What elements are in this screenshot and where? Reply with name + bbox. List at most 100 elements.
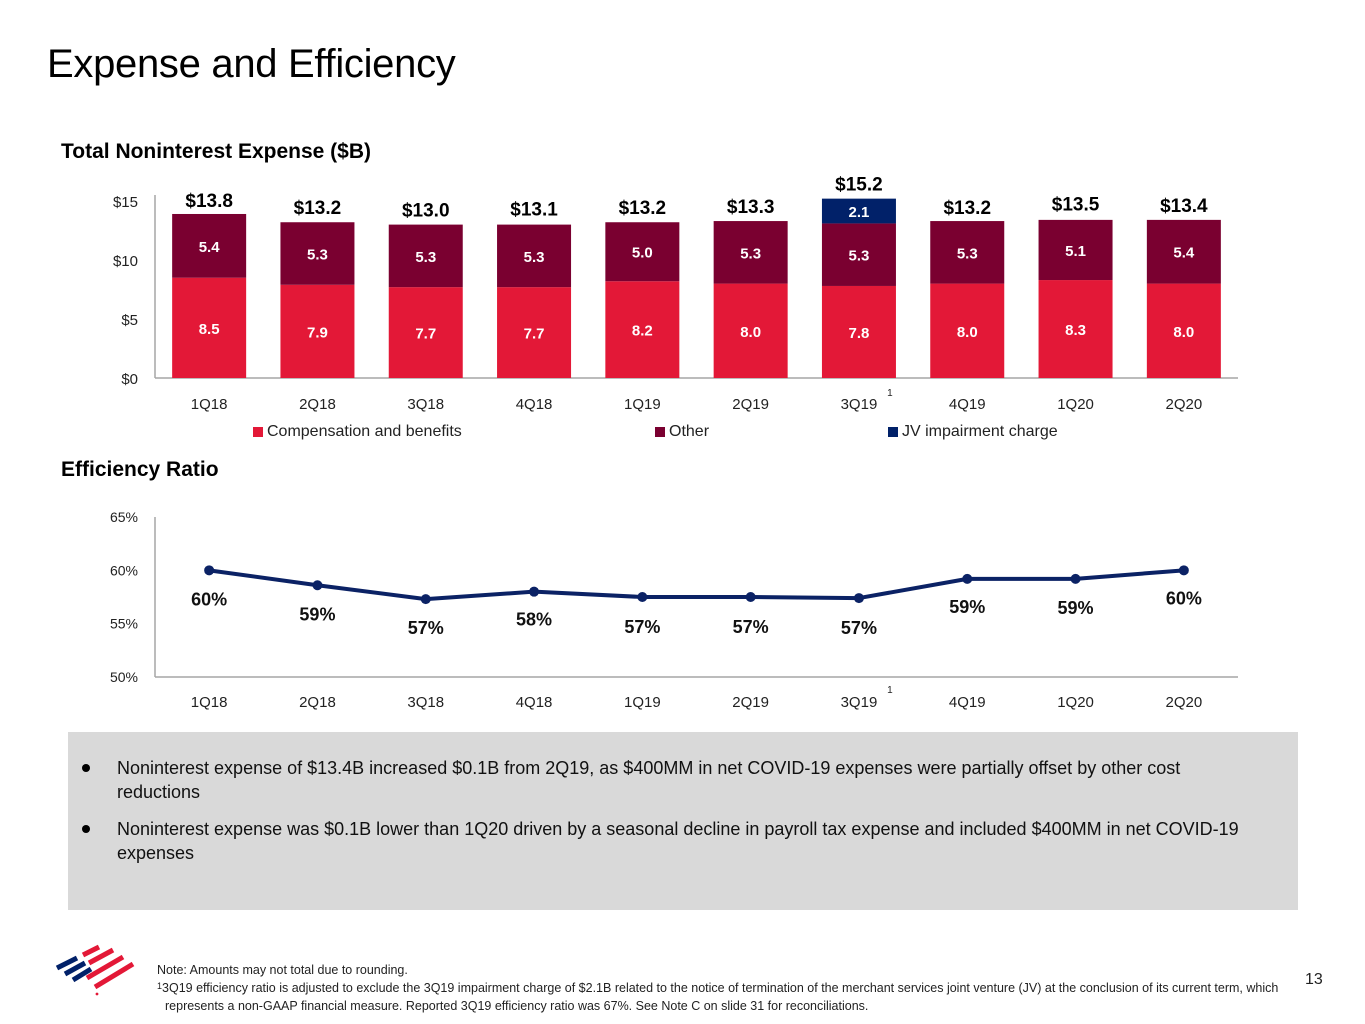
bar-segment-label: 7.7: [524, 326, 545, 343]
bar-segment-label: 5.3: [849, 248, 870, 265]
x-tick-label: 2Q20: [1165, 396, 1202, 413]
bar-segment-compensation: [280, 284, 355, 378]
y-tick-label: 65%: [110, 509, 138, 525]
bar-segment-other: [930, 221, 1005, 284]
bar-total-label: $15.2: [835, 175, 883, 196]
x-tick-label: 3Q19: [841, 694, 878, 711]
y-tick-label: 60%: [110, 562, 138, 578]
data-point: [853, 593, 864, 604]
footnote-marker: 1: [157, 981, 163, 991]
x-tick-label: 2Q19: [732, 694, 769, 711]
bar-total-label: $13.1: [510, 199, 558, 220]
data-label: 57%: [624, 617, 660, 637]
x-tick-footnote-marker: 1: [887, 388, 893, 399]
bar-segment-compensation: [821, 285, 896, 378]
data-label: 59%: [299, 604, 335, 624]
rounding-note: Note: Amounts may not total due to round…: [157, 963, 408, 977]
bar-segment-other: [1146, 219, 1221, 284]
bar-segment-other: [713, 221, 788, 284]
data-point: [637, 592, 648, 602]
legend-swatch-other: [655, 427, 665, 437]
footnote-text: 3Q19 efficiency ratio is adjusted to exc…: [162, 981, 1279, 1013]
x-tick-label: 1Q20: [1057, 396, 1094, 413]
x-tick-label: 4Q18: [516, 694, 553, 711]
x-tick-label: 2Q19: [732, 396, 769, 413]
data-label: 57%: [733, 617, 769, 637]
bar-segment-label: 7.7: [415, 326, 436, 343]
commentary-box: Noninterest expense of $13.4B increased …: [68, 732, 1298, 910]
bar-segment-other: [497, 224, 572, 288]
footnote-1: 13Q19 efficiency ratio is adjusted to ex…: [157, 979, 1297, 1015]
bar-segment-label: 5.3: [957, 245, 978, 262]
bar-segment-label: 7.8: [849, 325, 870, 342]
data-label: 57%: [841, 618, 877, 638]
bar-segment-compensation: [497, 287, 572, 378]
x-tick-label: 2Q18: [299, 396, 336, 413]
data-point: [204, 565, 215, 576]
data-point: [420, 594, 431, 605]
bar-segment-label: 5.3: [740, 245, 761, 262]
bar-segment-compensation: [172, 277, 247, 378]
data-label: 60%: [191, 589, 227, 609]
bar-segment-label: 5.3: [524, 249, 545, 266]
bar-segment-label: 5.3: [415, 249, 436, 266]
bar-segment-label: 8.0: [740, 324, 761, 341]
bar-segment-label: 8.2: [632, 323, 653, 340]
bar-segment-compensation: [1038, 280, 1113, 378]
legend-label-other: Other: [669, 423, 710, 440]
bar-segment-other: [172, 213, 247, 278]
bar-segment-compensation: [1146, 283, 1221, 378]
legend-item-jv: JV impairment charge: [888, 423, 1058, 441]
data-label: 59%: [949, 597, 985, 617]
y-tick-label: 55%: [110, 616, 138, 632]
page-number: 13: [1305, 971, 1323, 988]
bar-chart-legend: Compensation and benefits Other JV impai…: [0, 423, 1365, 445]
legend-label-compensation: Compensation and benefits: [267, 423, 462, 440]
bar-total-label: $13.2: [294, 198, 342, 219]
x-tick-label: 1Q19: [624, 396, 661, 413]
x-tick-footnote-marker: 1: [887, 685, 893, 696]
footer-notes: Note: Amounts may not total due to round…: [157, 961, 1297, 1015]
bar-total-label: $13.8: [185, 191, 233, 212]
data-point: [1070, 573, 1081, 584]
bar-segment-label: 5.1: [1065, 243, 1086, 260]
bar-segment-label: 8.0: [957, 324, 978, 341]
page-title: Expense and Efficiency: [47, 42, 456, 86]
bar-segment-label: 8.3: [1065, 322, 1086, 339]
x-tick-label: 1Q18: [191, 694, 228, 711]
legend-item-compensation: Compensation and benefits: [253, 423, 462, 441]
bar-segment-label: 2.1: [849, 204, 870, 221]
x-tick-label: 1Q20: [1057, 694, 1094, 711]
x-tick-label: 1Q18: [191, 396, 228, 413]
bar-segment-compensation: [388, 287, 463, 378]
bar-segment-other: [821, 223, 896, 286]
bar-segment-other: [605, 222, 680, 282]
efficiency-line-chart: 50% 55% 60% 65% 60% 59% 57% 58% 57% 57% 57% 59% 59% 6…: [110, 509, 1238, 711]
bar-total-label: $13.0: [402, 201, 450, 222]
bullet-dot-icon: [82, 825, 90, 833]
line-chart-title: Efficiency Ratio: [61, 458, 219, 481]
bar-segment-other: [388, 224, 463, 288]
bar-total-label: $13.5: [1052, 195, 1100, 216]
bar-total-label: $13.3: [727, 197, 775, 218]
y-tick-label: $0: [121, 371, 138, 388]
y-tick-label: $5: [121, 312, 138, 329]
x-tick-label: 4Q19: [949, 396, 986, 413]
x-tick-label: 3Q18: [407, 694, 444, 711]
bar-chart-title: Total Noninterest Expense ($B): [61, 140, 371, 163]
bar-total-label: $13.4: [1160, 196, 1208, 217]
legend-item-other: Other: [655, 423, 709, 441]
data-point: [312, 580, 323, 591]
bar-total-label: $13.2: [619, 198, 667, 219]
efficiency-ratio-line: [208, 568, 1185, 602]
bar-segment-jv: [821, 198, 896, 224]
data-label: 59%: [1058, 598, 1094, 618]
x-tick-label: 1Q19: [624, 694, 661, 711]
x-tick-label: 2Q20: [1165, 694, 1202, 711]
legend-swatch-jv: [888, 427, 898, 437]
bar-segment-label: 8.5: [199, 321, 220, 338]
data-label: 57%: [408, 618, 444, 638]
bar-segment-other: [1038, 219, 1113, 281]
x-tick-label: 2Q18: [299, 694, 336, 711]
bar-segment-compensation: [605, 281, 680, 378]
